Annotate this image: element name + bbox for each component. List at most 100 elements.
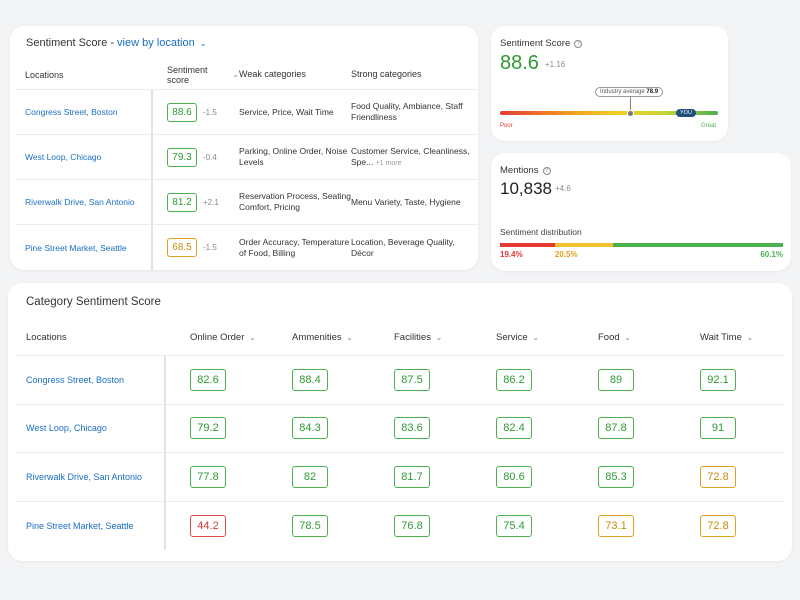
chevron-down-icon[interactable]: ⌄ [746,333,754,342]
location-card-title: Sentiment Score - view by location ⌄ [26,37,206,49]
sentiment-by-location-card: Sentiment Score - view by location ⌄ Loc… [10,26,478,270]
category-table: Locations Online Order ⌄ Ammenities ⌄ Facil… [16,320,784,550]
header-label: Food [598,332,620,343]
info-icon[interactable]: ? [542,166,551,175]
sentiment-score-cell: 68.5 -1.5 [153,238,239,257]
chevron-down-icon[interactable]: ⌄ [435,333,443,342]
score-badge: 87.8 [598,417,634,440]
chevron-down-icon[interactable]: ⌄ [346,333,353,342]
score-cell: 72.8 [676,465,778,488]
distribution-segment [612,243,783,247]
chevron-down-icon[interactable]: ⌄ [232,70,239,79]
location-link[interactable]: West Loop, Chicago [26,423,107,434]
mentions-card-title: Mentions ? [500,165,551,176]
category-sentiment-card: Category Sentiment Score Locations Online… [8,283,792,561]
header-facilities[interactable]: Facilities ⌄ [370,332,472,343]
score-badge: 92.1 [700,368,736,391]
weak-categories: Order Accuracy, Temperature of Food, Bil… [239,236,350,258]
score-badge: 88.6 [167,102,197,122]
score-delta: -0.4 [203,152,217,162]
header-sentiment-score-label: Sentiment score [167,64,208,85]
header-weak-categories: Weak categories [239,69,306,79]
info-icon[interactable]: ? [574,39,583,48]
score-cell: 88.4 [268,368,370,391]
view-by-location-link[interactable]: view by location [117,37,195,49]
header-wait-time[interactable]: Wait Time ⌄ [676,332,778,343]
chevron-down-icon[interactable]: ⌄ [249,333,256,342]
location-link[interactable]: Riverwalk Drive, San Antonio [26,471,143,482]
score-badge: 84.3 [292,417,328,440]
score-delta: +2.1 [203,197,219,207]
poor-label: Poor [500,123,513,129]
strong-categories: Menu Variety, Taste, Hygiene [351,196,461,207]
header-strong-categories: Strong categories [351,69,422,79]
weak-categories: Reservation Process, Seating Comfort, Pr… [239,191,351,212]
more-categories-link[interactable]: +1 more [375,159,402,167]
location-link[interactable]: West Loop, Chicago [25,152,102,162]
score-cell: 83.6 [370,417,472,440]
score-card-title-text: Sentiment Score [500,38,571,49]
score-cell: 82 [268,465,370,488]
score-cell: 82.4 [472,417,574,440]
score-delta: -1.5 [203,107,217,117]
industry-average-value: 78.9 [646,89,659,95]
table-row: Pine Street Market, Seattle 44.2 78.5 76.8 7… [16,502,784,551]
mentions-title-text: Mentions [500,165,539,176]
score-badge: 82.6 [190,368,226,391]
score-badge: 91 [700,417,736,440]
industry-average-tag: Industry average 78.9 [595,87,664,97]
header-locations: Locations [25,69,64,80]
category-card-title: Category Sentiment Score [26,296,161,308]
score-cell: 76.8 [370,514,472,537]
score-cell: 79.2 [166,417,268,440]
score-badge: 72.8 [700,465,736,488]
score-card-title: Sentiment Score ? [500,38,583,49]
distribution-label: 19.4% [500,250,523,259]
location-link[interactable]: Riverwalk Drive, San Antonio [25,197,135,207]
score-badge: 88.4 [292,368,328,391]
header-label: Facilities [394,332,431,343]
location-column-divider [16,90,153,270]
score-badge: 75.4 [496,514,532,537]
great-label: Great [701,123,717,129]
distribution-label: 60.1% [760,250,783,259]
location-link[interactable]: Pine Street Market, Seattle [25,242,127,253]
header-ammenities[interactable]: Ammenities ⌄ [268,332,370,343]
chevron-down-icon[interactable]: ⌄ [532,333,540,342]
score-cell: 87.8 [574,417,676,440]
chevron-down-icon[interactable]: ⌄ [199,38,207,48]
sentiment-score-value: 88.6 [500,52,539,74]
weak-categories: Service, Price, Wait Time [239,106,334,117]
sentiment-score-cell: 79.3 -0.4 [153,147,239,167]
sentiment-distribution-bar [500,243,783,247]
table-row: Congress Street, Boston 88.6 -1.5 Service, … [16,90,478,135]
header-online-order[interactable]: Online Order ⌄ [166,332,268,343]
score-badge: 83.6 [394,417,430,440]
strong-categories: Food Quality, Ambiance, Staff Friendline… [351,101,463,122]
location-table-header: Locations Sentiment score ⌄ Weak categor… [16,60,478,90]
score-cell: 84.3 [268,417,370,440]
location-link[interactable]: Pine Street Market, Seattle [26,520,134,531]
score-badge: 82.4 [496,417,532,440]
table-row: West Loop, Chicago 79.2 84.3 83.6 82.4 87.8 91 [16,405,784,453]
industry-average-marker-line [630,97,631,112]
table-row: Congress Street, Boston 82.6 88.4 87.5 86.2 8… [16,356,784,405]
header-sentiment-score[interactable]: Sentiment score ⌄ [153,65,239,85]
industry-average-marker [627,110,634,117]
score-badge: 86.2 [496,368,532,391]
header-locations: Locations [26,332,67,343]
chevron-down-icon[interactable]: ⌄ [624,333,631,342]
location-link[interactable]: Congress Street, Boston [26,374,125,385]
mentions-delta: +4.6 [555,184,571,193]
score-cell: 72.8 [676,514,778,537]
header-service[interactable]: Service ⌄ [472,332,574,343]
header-food[interactable]: Food ⌄ [574,332,676,343]
sentiment-score-cell: 88.6 -1.5 [153,102,239,122]
location-link[interactable]: Congress Street, Boston [25,107,118,117]
score-badge: 85.3 [598,465,634,488]
score-cell: 85.3 [574,465,676,488]
score-cell: 86.2 [472,368,574,391]
industry-average-label: Industry average [600,89,645,95]
distribution-segment [500,243,555,247]
mentions-value: 10,838 [500,179,552,198]
